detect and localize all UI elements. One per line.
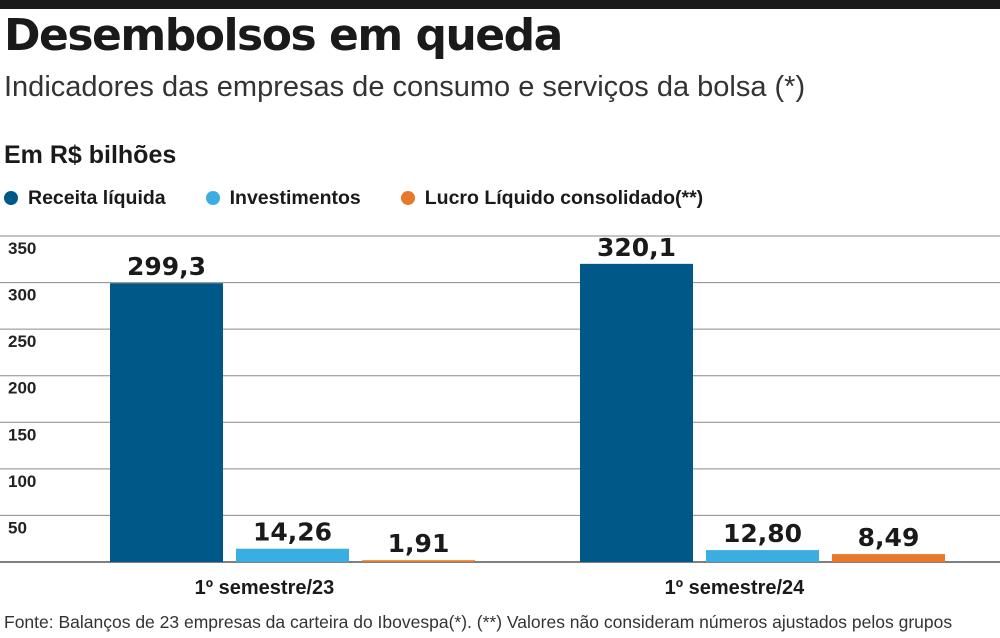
legend-label-receita: Receita líquida: [28, 186, 166, 209]
bar-investimentos-2: [706, 550, 819, 562]
bar-lucro-1: [362, 560, 475, 562]
data-label-investimentos-2: 12,80: [723, 519, 802, 548]
y-tick-label-100: 100: [8, 472, 36, 491]
legend: Receita líquida Investimentos Lucro Líqu…: [4, 186, 743, 210]
unit-label: Em R$ bilhões: [4, 141, 177, 169]
bar-investimentos-1: [236, 548, 349, 562]
data-label-receita-1: 299,3: [127, 252, 206, 281]
bar-receita-2: [580, 263, 693, 562]
y-tick-label-350: 350: [8, 239, 36, 258]
chart-title: Desembolsos em queda: [4, 10, 563, 61]
source-footnote: Fonte: Balanços de 23 empresas da cartei…: [4, 612, 953, 632]
y-tick-label-300: 300: [8, 286, 36, 305]
data-label-investimentos-1: 14,26: [253, 518, 332, 547]
y-tick-label-150: 150: [8, 425, 36, 444]
data-label-lucro-1: 1,91: [388, 529, 450, 558]
legend-dot-investimentos: [205, 191, 220, 205]
category-label-1: 1º semestre/23: [195, 577, 335, 599]
legend-item-receita: Receita líquida: [4, 187, 166, 210]
y-tick-label-200: 200: [8, 379, 36, 398]
legend-label-investimentos: Investimentos: [229, 186, 361, 209]
bar-lucro-2: [832, 554, 945, 562]
legend-dot-receita: [4, 191, 18, 205]
legend-item-investimentos: Investimentos: [205, 186, 361, 210]
y-tick-label-50: 50: [8, 518, 27, 537]
legend-label-lucro: Lucro Líquido consolidado(**): [424, 186, 704, 209]
top-rule: [0, 0, 1000, 9]
data-label-lucro-2: 8,49: [858, 523, 920, 552]
y-tick-label-250: 250: [8, 332, 36, 351]
chart-subtitle: Indicadores das empresas de consumo e se…: [4, 71, 806, 103]
bar-receita-1: [110, 283, 223, 562]
data-label-receita-2: 320,1: [597, 233, 676, 262]
bar-chart: 50 100 150 200 250 300 350 299,3 14,26 1,91 1º sem…: [0, 233, 1000, 599]
category-label-2: 1º semestre/24: [665, 577, 806, 599]
legend-item-lucro: Lucro Líquido consolidado(**): [400, 186, 704, 210]
legend-dot-lucro: [400, 191, 415, 205]
